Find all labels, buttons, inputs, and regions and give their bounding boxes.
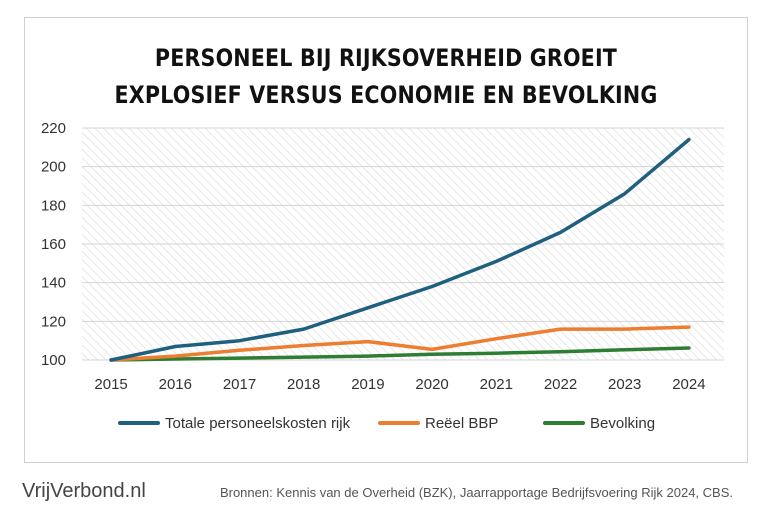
y-tick-label: 140 — [41, 275, 66, 292]
series-line — [109, 346, 691, 362]
legend-label: Totale personeelskosten rijk — [165, 415, 351, 432]
y-tick-label: 100 — [41, 352, 66, 369]
x-tick-label: 2015 — [94, 376, 127, 393]
x-tick-label: 2022 — [544, 376, 577, 393]
series-line — [109, 137, 691, 362]
x-tick-label: 2018 — [287, 376, 320, 393]
legend-label: Reëel BBP — [425, 415, 498, 432]
y-tick-label: 120 — [41, 313, 66, 330]
chart-title: PERSONEEL BIJ RIJKSOVERHEID GROEIT EXPLO… — [76, 40, 697, 114]
x-tick-label: 2020 — [415, 376, 448, 393]
x-tick-label: 2024 — [672, 376, 705, 393]
x-tick-label: 2017 — [223, 376, 256, 393]
chart-title-line-1: PERSONEEL BIJ RIJKSOVERHEID GROEIT — [154, 44, 618, 72]
legend-label: Bevolking — [590, 415, 655, 432]
sources-note: Bronnen: Kennis van de Overheid (BZK), J… — [219, 485, 733, 500]
x-tick-label: 2019 — [351, 376, 384, 393]
y-tick-label: 220 — [41, 120, 66, 137]
series-line — [109, 325, 691, 362]
y-tick-label: 180 — [41, 197, 66, 214]
brand-logo-text: VrijVerbond.nl — [22, 480, 146, 502]
x-tick-label: 2016 — [159, 376, 192, 393]
x-tick-label: 2023 — [608, 376, 641, 393]
chart-title-line-2: EXPLOSIEF VERSUS ECONOMIE EN BEVOLKING — [114, 81, 658, 109]
y-tick-label: 160 — [41, 236, 66, 253]
y-tick-label: 200 — [41, 159, 66, 176]
x-tick-label: 2021 — [480, 376, 513, 393]
